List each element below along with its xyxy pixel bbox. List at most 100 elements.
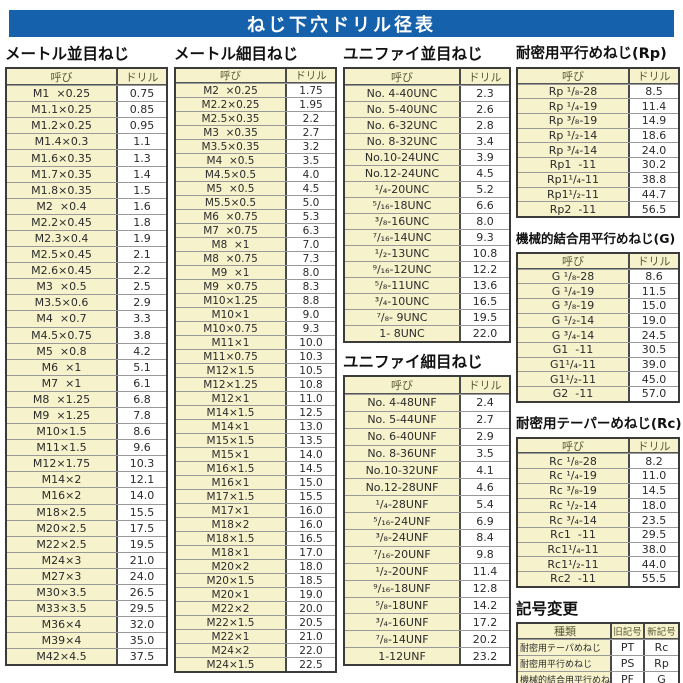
thread-designation-cell: ⁵/₁₆-18UNC <box>345 198 461 213</box>
thread-designation-cell: No.12-28UNF <box>345 479 461 496</box>
thread-designation-cell: Rp1 -11 <box>518 158 630 172</box>
thread-designation-cell: ³/₄-16UNF <box>345 614 461 631</box>
table-header-row: 呼び ドリル <box>345 69 509 85</box>
table-row: M9 ×0.75 8.3 <box>176 279 335 293</box>
drill-diameter-cell: 6.6 <box>461 198 509 213</box>
thread-designation-cell: ⁷/₈-14UNF <box>345 631 461 648</box>
section-title-rp: 耐密用平行めねじ(Rp) <box>516 46 667 62</box>
table-row: 耐密用テーパめねじ PT Rc <box>518 639 678 655</box>
metric-coarse-table: 呼び ドリル M1 ×0.25 0.75 M1.1×0.25 0.85 M1.2×0.2… <box>5 67 168 667</box>
table-row: M12×1.25 10.8 <box>176 377 335 391</box>
drill-diameter-cell: 4.5 <box>461 166 509 181</box>
drill-diameter-cell: 23.5 <box>630 513 678 527</box>
drill-diameter-cell: Rc <box>645 640 678 655</box>
drill-diameter-cell: 1.3 <box>118 150 166 166</box>
table-row: M30×3.5 26.5 <box>7 584 166 601</box>
drill-diameter-cell: 19.0 <box>630 313 678 328</box>
thread-designation-cell: G ¹/₈-28 <box>518 269 630 284</box>
table-row: M2.5×0.45 2.1 <box>7 246 166 263</box>
thread-designation-cell: M16×1.5 <box>176 462 287 475</box>
table-row: No. 5-44UNF 2.7 <box>345 410 509 428</box>
col-header-drill: ドリル <box>118 69 166 85</box>
thread-designation-cell: G1¹/₂-11 <box>518 372 630 387</box>
table-row: M9 ×1 8.0 <box>176 265 335 279</box>
drill-diameter-cell: 2.7 <box>287 126 335 139</box>
table-row: No.10-24UNC 3.9 <box>345 149 509 165</box>
col-header-drill: ドリル <box>461 69 509 84</box>
drill-diameter-cell: 10.3 <box>118 456 166 472</box>
table-row: M11×0.75 10.3 <box>176 349 335 363</box>
thread-designation-cell: M9 ×1.25 <box>7 407 118 424</box>
drill-diameter-cell: 16.0 <box>287 504 335 517</box>
drill-diameter-cell: 20.5 <box>287 616 335 629</box>
drill-diameter-cell: 18.0 <box>630 498 678 513</box>
drill-diameter-cell: 13.6 <box>461 278 509 293</box>
table-row: No. 4-40UNC 2.3 <box>345 85 509 101</box>
thread-designation-cell: M2 ×0.25 <box>176 84 287 97</box>
rp-thread-table: 呼び ドリル Rp ¹/₈-28 8.5 Rp ¹/₄-19 11.4 Rp ³/₈-1… <box>516 67 680 218</box>
table-row: ⁵/₈-18UNF 14.2 <box>345 596 509 614</box>
table-row: M15×1.5 13.5 <box>176 433 335 447</box>
thread-designation-cell: M42×4.5 <box>7 649 118 665</box>
drill-diameter-cell: 37.5 <box>118 649 166 665</box>
g-thread-table: 呼び ドリル G ¹/₈-28 8.6 G ¹/₄-19 11.5 G ³/₈-19 15… <box>516 251 680 403</box>
drill-diameter-cell: 9.3 <box>287 322 335 335</box>
thread-designation-cell: ⁵/₈-18UNF <box>345 597 461 614</box>
thread-designation-cell: Rc ¹/₄-19 <box>518 469 630 483</box>
drill-diameter-cell: 17.2 <box>461 614 509 631</box>
table-row: ⁵/₁₆-24UNF 6.9 <box>345 512 509 530</box>
drill-diameter-cell: 38.8 <box>630 172 678 187</box>
table-row: M6 ×1 5.1 <box>7 358 166 375</box>
table-row: 機械的結合用平行めねじ PF G <box>518 670 678 683</box>
table-row: 1-12UNF 23.2 <box>345 647 509 665</box>
section-unified: ユニファイ並目ねじ 呼び ドリル No. 4-40UNC 2.3 No. 5-40U… <box>343 44 511 667</box>
drill-diameter-cell: 1.1 <box>118 134 166 150</box>
table-row: M2.2×0.45 1.8 <box>7 213 166 230</box>
table-row: ¹/₄-28UNF 5.4 <box>345 495 509 513</box>
table-row: M11×1.5 9.6 <box>7 439 166 456</box>
drill-diameter-cell: 8.2 <box>630 454 678 469</box>
drill-diameter-cell: 15.5 <box>118 504 166 520</box>
table-row: M9 ×1.25 7.8 <box>7 406 166 424</box>
drill-diameter-cell: 17.0 <box>287 546 335 559</box>
thread-designation-cell: G ³/₄-14 <box>518 328 630 342</box>
thread-designation-cell: M18×1 <box>176 546 287 559</box>
table-row: M18×2.5 15.5 <box>7 503 166 520</box>
table-row: M10×0.75 9.3 <box>176 321 335 335</box>
table-row: No. 8-32UNC 3.4 <box>345 133 509 149</box>
table-row: ³/₄-10UNC 16.5 <box>345 293 509 309</box>
table-row: ³/₈-24UNF 8.4 <box>345 529 509 546</box>
table-row: M7 ×1 6.1 <box>7 374 166 391</box>
drill-diameter-cell: 2.9 <box>461 428 509 445</box>
section-title-rc: 耐密用テーパーめねじ(Rc) <box>516 415 682 432</box>
drill-diameter-cell: 56.5 <box>630 202 678 216</box>
table-row: M1.8×0.35 1.5 <box>7 181 166 198</box>
thread-designation-cell: M1.2×0.25 <box>7 118 118 134</box>
table-row: M5 ×0.5 4.5 <box>176 181 335 195</box>
drill-diameter-cell: 5.0 <box>287 196 335 209</box>
thread-designation-cell: M12×1.25 <box>176 378 287 391</box>
table-row: M12×1.5 10.5 <box>176 363 335 377</box>
thread-designation-cell: M12×1 <box>176 392 287 405</box>
table-row: M22×1 21.0 <box>176 629 335 643</box>
drill-diameter-cell: 24.5 <box>630 328 678 342</box>
drill-diameter-cell: 0.95 <box>118 118 166 134</box>
drill-diameter-cell: 8.8 <box>287 294 335 307</box>
thread-designation-cell: M7 ×0.75 <box>176 224 287 237</box>
drill-diameter-cell: 9.0 <box>287 308 335 321</box>
table-row: M12×1 11.0 <box>176 391 335 405</box>
table-row: M5.5×0.5 5.0 <box>176 195 335 209</box>
thread-designation-cell: Rc1¹/₂-11 <box>518 557 630 571</box>
drill-diameter-cell: 6.3 <box>287 224 335 237</box>
drill-diameter-cell: 7.0 <box>287 238 335 251</box>
thread-designation-cell: M3.5×0.6 <box>7 295 118 311</box>
thread-designation-cell: M9 ×1 <box>176 266 287 279</box>
thread-designation-cell: Rc1¹/₄-11 <box>518 542 630 557</box>
drill-diameter-cell: 30.2 <box>630 158 678 172</box>
table-row: G ³/₄-14 24.5 <box>518 327 678 342</box>
drill-diameter-cell: 44.7 <box>630 187 678 202</box>
table-row: Rp1¹/₄-11 38.8 <box>518 171 678 187</box>
drill-diameter-cell: 5.2 <box>461 182 509 197</box>
col-header-designation: 呼び <box>345 69 461 84</box>
thread-designation-cell: M2.3×0.4 <box>7 230 118 247</box>
